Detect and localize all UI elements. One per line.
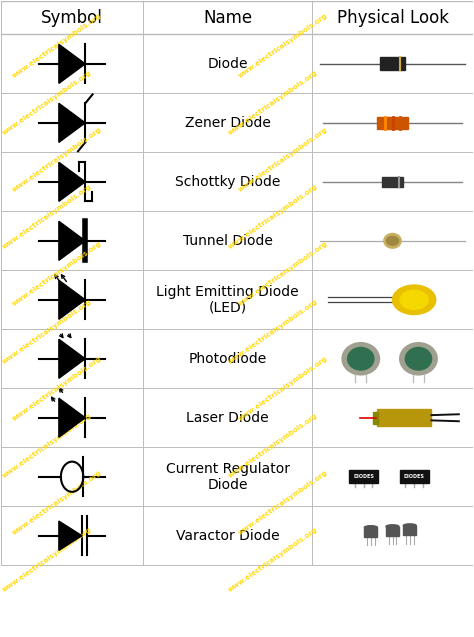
Text: www.electricalsymbols.org: www.electricalsymbols.org (11, 469, 102, 536)
Polygon shape (59, 162, 85, 201)
Ellipse shape (400, 343, 437, 375)
Ellipse shape (386, 525, 399, 528)
Text: Varactor Diode: Varactor Diode (176, 529, 279, 543)
Ellipse shape (384, 233, 401, 248)
Text: www.electricalsymbols.org: www.electricalsymbols.org (1, 69, 93, 136)
Text: Laser Diode: Laser Diode (186, 411, 269, 425)
Polygon shape (59, 103, 85, 143)
Text: www.electricalsymbols.org: www.electricalsymbols.org (228, 183, 319, 250)
Text: www.electricalsymbols.org: www.electricalsymbols.org (237, 13, 328, 79)
Polygon shape (59, 45, 85, 83)
Text: Photodiode: Photodiode (189, 352, 267, 366)
Text: DIODES: DIODES (353, 474, 374, 479)
Text: www.electricalsymbols.org: www.electricalsymbols.org (11, 127, 102, 193)
Text: Tunnel Diode: Tunnel Diode (182, 234, 273, 248)
Text: www.electricalsymbols.org: www.electricalsymbols.org (237, 127, 328, 193)
Ellipse shape (403, 524, 416, 527)
Ellipse shape (386, 236, 399, 245)
Bar (403, 526, 416, 535)
Text: www.electricalsymbols.org: www.electricalsymbols.org (237, 355, 328, 422)
Text: www.electricalsymbols.org: www.electricalsymbols.org (1, 526, 93, 593)
Polygon shape (59, 221, 85, 261)
Text: www.electricalsymbols.org: www.electricalsymbols.org (228, 69, 319, 136)
Text: Current Regulator
Diode: Current Regulator Diode (165, 462, 290, 492)
Text: www.electricalsymbols.org: www.electricalsymbols.org (228, 526, 319, 593)
Ellipse shape (347, 348, 374, 370)
Bar (365, 527, 377, 537)
Text: Name: Name (203, 9, 252, 27)
Text: www.electricalsymbols.org: www.electricalsymbols.org (1, 183, 93, 250)
Text: DIODES: DIODES (404, 474, 425, 479)
Bar (377, 117, 409, 129)
Bar (377, 409, 431, 427)
Text: www.electricalsymbols.org: www.electricalsymbols.org (228, 412, 319, 478)
Text: www.electricalsymbols.org: www.electricalsymbols.org (1, 412, 93, 478)
Ellipse shape (365, 526, 377, 529)
Bar (380, 57, 405, 70)
Text: Light Emitting Diode
(LED): Light Emitting Diode (LED) (156, 285, 299, 315)
Text: www.electricalsymbols.org: www.electricalsymbols.org (237, 469, 328, 536)
Text: www.electricalsymbols.org: www.electricalsymbols.org (228, 298, 319, 364)
Polygon shape (59, 340, 85, 378)
Ellipse shape (400, 290, 428, 310)
Text: www.electricalsymbols.org: www.electricalsymbols.org (11, 355, 102, 422)
Text: www.electricalsymbols.org: www.electricalsymbols.org (237, 241, 328, 308)
Bar (400, 470, 428, 483)
Bar (349, 470, 378, 483)
Text: Symbol: Symbol (41, 9, 103, 27)
Text: Schottky Diode: Schottky Diode (175, 175, 280, 189)
Bar (386, 527, 399, 536)
Polygon shape (59, 280, 85, 319)
Bar (382, 176, 403, 187)
Ellipse shape (405, 348, 432, 370)
Polygon shape (59, 521, 82, 550)
Text: Zener Diode: Zener Diode (185, 116, 271, 130)
Ellipse shape (342, 343, 380, 375)
Text: Physical Look: Physical Look (337, 9, 448, 27)
Text: www.electricalsymbols.org: www.electricalsymbols.org (11, 241, 102, 308)
Ellipse shape (392, 285, 436, 315)
Bar (374, 412, 378, 424)
Text: www.electricalsymbols.org: www.electricalsymbols.org (11, 13, 102, 79)
Text: www.electricalsymbols.org: www.electricalsymbols.org (1, 298, 93, 364)
Text: Diode: Diode (207, 57, 248, 71)
Polygon shape (59, 398, 85, 437)
